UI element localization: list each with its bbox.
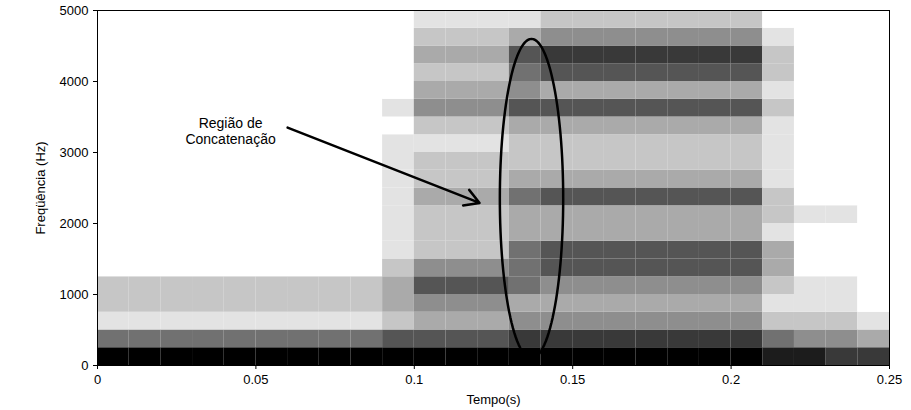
svg-text:5000: 5000 [60,3,89,18]
svg-text:Região deConcatenação: Região deConcatenação [185,115,276,146]
svg-text:0.1: 0.1 [405,372,423,387]
svg-text:4000: 4000 [60,74,89,89]
svg-text:0: 0 [94,372,101,387]
svg-text:3000: 3000 [60,145,89,160]
svg-text:0.2: 0.2 [722,372,740,387]
svg-text:1000: 1000 [60,287,89,302]
svg-text:0.15: 0.15 [560,372,585,387]
svg-text:0.25: 0.25 [877,372,902,387]
svg-text:0: 0 [81,358,88,373]
svg-text:Tempo(s): Tempo(s) [466,392,520,407]
svg-text:2000: 2000 [60,216,89,231]
svg-text:0.05: 0.05 [243,372,268,387]
svg-text:Freqüência (Hz): Freqüência (Hz) [33,141,48,234]
